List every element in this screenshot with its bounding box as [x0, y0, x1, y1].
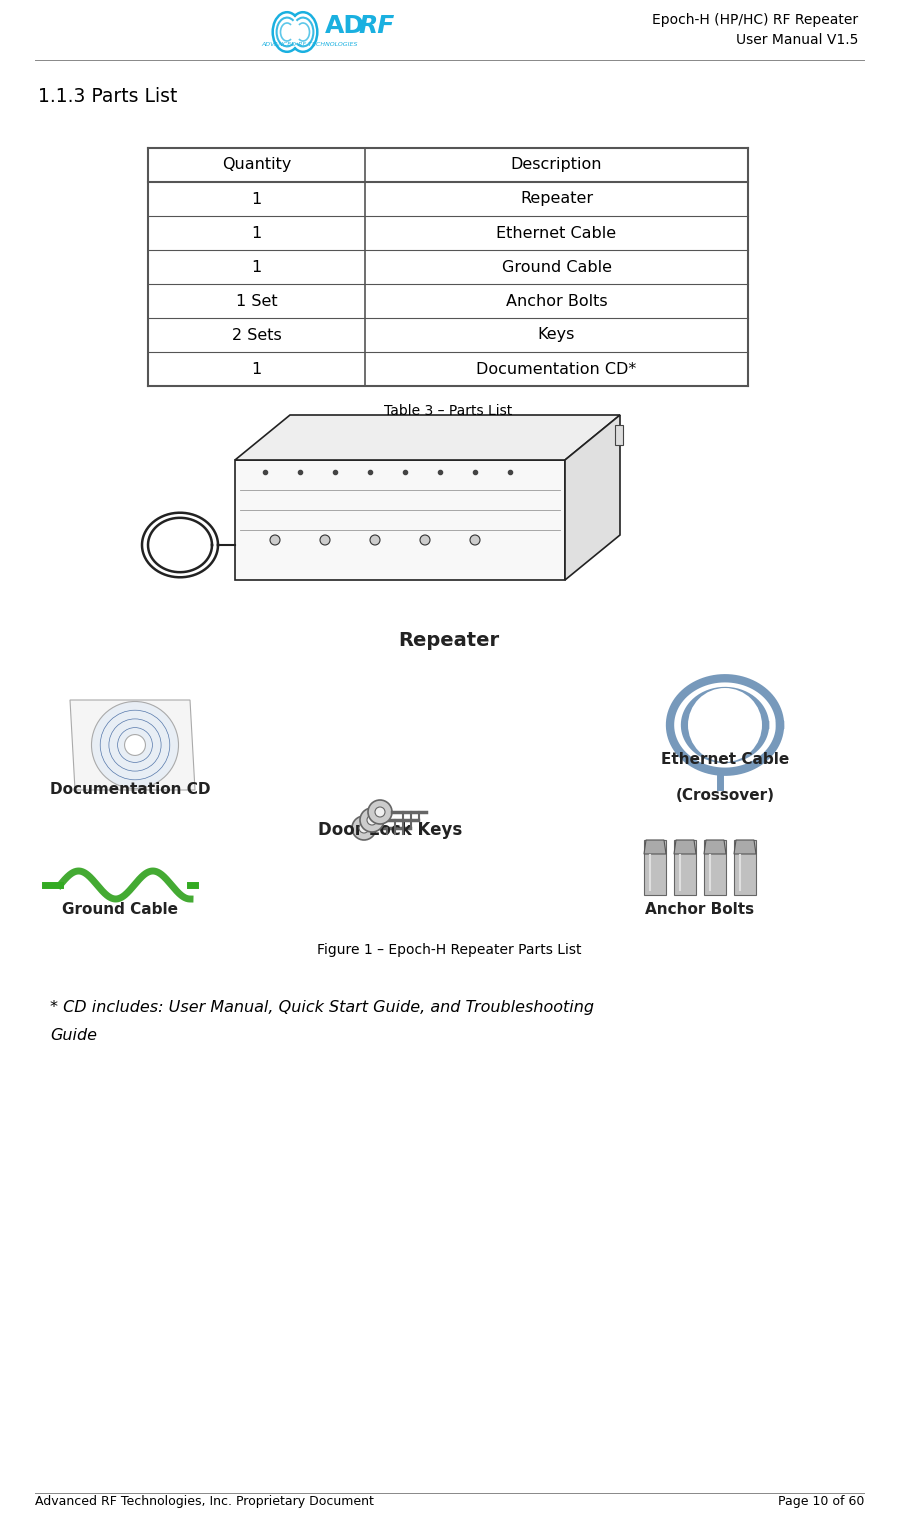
Circle shape	[420, 535, 430, 544]
Text: Guide: Guide	[50, 1028, 97, 1043]
Polygon shape	[235, 461, 565, 580]
Text: ADVANCED RF TECHNOLOGIES: ADVANCED RF TECHNOLOGIES	[262, 41, 358, 46]
Circle shape	[370, 535, 380, 544]
Circle shape	[125, 735, 146, 755]
Text: Ethernet Cable: Ethernet Cable	[661, 752, 789, 767]
Text: Keys: Keys	[538, 328, 575, 343]
Text: 1.1.3 Parts List: 1.1.3 Parts List	[38, 87, 177, 107]
Circle shape	[352, 816, 376, 840]
Text: 1: 1	[252, 192, 262, 206]
Circle shape	[688, 688, 762, 762]
Bar	[674, 840, 696, 895]
Text: Documentation CD: Documentation CD	[49, 782, 210, 798]
Circle shape	[359, 824, 369, 833]
Polygon shape	[70, 700, 195, 790]
Bar	[644, 840, 666, 895]
Circle shape	[92, 702, 179, 788]
Text: Description: Description	[511, 157, 602, 172]
Text: Quantity: Quantity	[222, 157, 291, 172]
Text: 1: 1	[252, 226, 262, 241]
Polygon shape	[565, 415, 620, 580]
Text: AD: AD	[325, 14, 365, 38]
Polygon shape	[674, 840, 696, 854]
Text: User Manual V1.5: User Manual V1.5	[735, 34, 858, 47]
Text: Ethernet Cable: Ethernet Cable	[496, 226, 617, 241]
Text: Repeater: Repeater	[520, 192, 593, 206]
Text: * CD includes: User Manual, Quick Start Guide, and Troubleshooting: * CD includes: User Manual, Quick Start …	[50, 1000, 594, 1016]
Text: 2 Sets: 2 Sets	[232, 328, 281, 343]
Circle shape	[368, 801, 392, 824]
Bar	[615, 425, 623, 445]
Polygon shape	[235, 415, 620, 461]
Text: Ground Cable: Ground Cable	[62, 903, 178, 918]
Text: Repeater: Repeater	[398, 630, 500, 650]
Bar	[734, 840, 756, 895]
Polygon shape	[704, 840, 726, 854]
Polygon shape	[734, 840, 756, 854]
Text: 1: 1	[252, 361, 262, 377]
Text: RF: RF	[358, 14, 395, 38]
Text: (Crossover): (Crossover)	[675, 788, 775, 804]
Text: Table 3 – Parts List: Table 3 – Parts List	[384, 404, 512, 418]
Circle shape	[470, 535, 480, 544]
Text: 1 Set: 1 Set	[236, 293, 277, 308]
Text: Page 10 of 60: Page 10 of 60	[778, 1496, 864, 1508]
Text: Ground Cable: Ground Cable	[502, 259, 611, 274]
Circle shape	[360, 808, 384, 833]
Text: Anchor Bolts: Anchor Bolts	[505, 293, 608, 308]
Text: Advanced RF Technologies, Inc. Proprietary Document: Advanced RF Technologies, Inc. Proprieta…	[35, 1496, 374, 1508]
Bar	[704, 840, 726, 895]
Circle shape	[270, 535, 280, 544]
Text: Door Lock Keys: Door Lock Keys	[318, 820, 462, 839]
Text: 1: 1	[252, 259, 262, 274]
Circle shape	[320, 535, 330, 544]
Circle shape	[375, 807, 385, 817]
Text: Anchor Bolts: Anchor Bolts	[645, 903, 754, 918]
Circle shape	[367, 814, 377, 825]
Text: Figure 1 – Epoch-H Repeater Parts List: Figure 1 – Epoch-H Repeater Parts List	[316, 942, 582, 958]
Text: Epoch-H (HP/HC) RF Repeater: Epoch-H (HP/HC) RF Repeater	[652, 14, 858, 27]
Text: Documentation CD*: Documentation CD*	[476, 361, 636, 377]
Polygon shape	[644, 840, 666, 854]
